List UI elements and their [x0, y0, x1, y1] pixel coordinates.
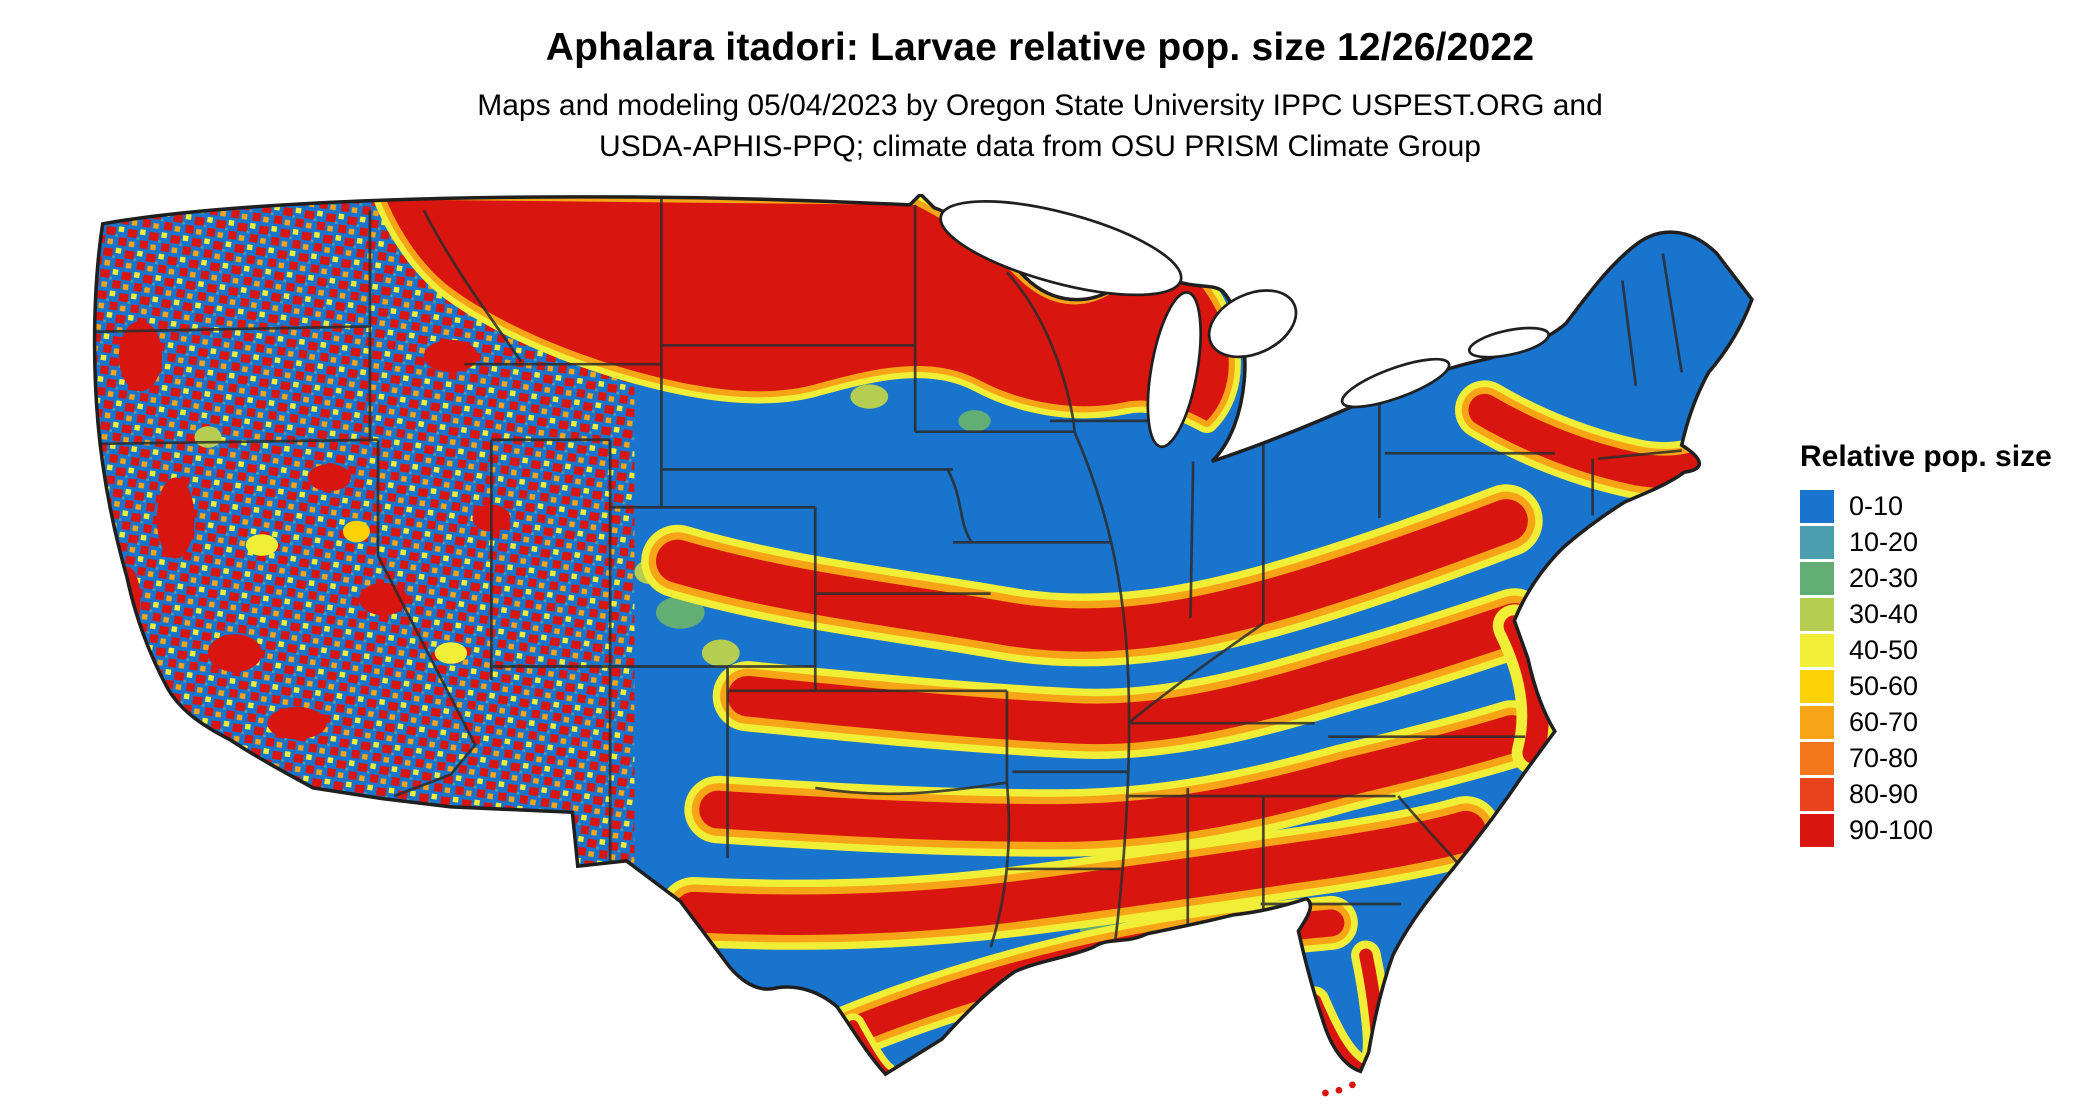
lake-huron — [1207, 289, 1298, 359]
legend-item: 50-60 — [1800, 670, 2090, 703]
legend-label: 80-90 — [1849, 779, 1919, 809]
lake-ontario — [1467, 326, 1551, 359]
legend-title: Relative pop. size — [1800, 440, 2052, 473]
state-borders — [94, 194, 1684, 948]
legend-item: 10-20 — [1800, 526, 2090, 559]
legend-swatch — [1800, 778, 1834, 811]
pop-band-oklahoma-carolinas — [684, 700, 1546, 857]
florida-keys — [1322, 1081, 1356, 1097]
pop-band-kansas-virginia — [712, 588, 1550, 759]
pop-band-texas-georgia — [658, 796, 1501, 950]
legend-label: 60-70 — [1849, 707, 1919, 737]
legend-label: 20-30 — [1849, 563, 1919, 593]
legend-item: 80-90 — [1800, 778, 2090, 811]
map-subtitle-line2: USDA-APHIS-PPQ; climate data from OSU PR… — [599, 129, 1481, 163]
lake-michigan — [1146, 291, 1202, 449]
map-subtitle-line1: Maps and modeling 05/04/2023 by Oregon S… — [477, 89, 1603, 122]
legend-item: 20-30 — [1800, 562, 2090, 595]
legend: Relative pop. size 0-10 10-20 20-30 30-4… — [1800, 440, 2090, 850]
legend-item: 60-70 — [1800, 706, 2090, 739]
legend-swatch — [1800, 670, 1834, 703]
legend-swatch — [1800, 490, 1834, 523]
legend-item: 0-10 — [1800, 490, 2090, 523]
legend-item: 90-100 — [1800, 814, 2090, 847]
legend-item: 70-80 — [1800, 742, 2090, 775]
legend-label: 10-20 — [1849, 527, 1919, 557]
legend-swatch — [1800, 706, 1834, 739]
legend-label: 0-10 — [1849, 491, 1904, 521]
map-area — [46, 194, 1760, 1112]
legend-item: 40-50 — [1800, 634, 2090, 667]
legend-swatch — [1800, 634, 1834, 667]
great-lakes — [939, 200, 1551, 449]
legend-label: 50-60 — [1849, 671, 1919, 701]
map-header: Aphalara itadori: Larvae relative pop. s… — [0, 0, 2080, 165]
legend-label: 90-100 — [1849, 815, 1934, 845]
legend-swatch — [1800, 526, 1834, 559]
legend-label: 70-80 — [1849, 743, 1919, 773]
legend-swatch — [1800, 598, 1834, 631]
legend-items: 0-10 10-20 20-30 30-40 40-50 50-60 60-70… — [1800, 490, 2090, 847]
north-red-mass — [373, 194, 1241, 434]
lake-superior — [939, 200, 1183, 297]
legend-item: 30-40 — [1800, 598, 2090, 631]
legend-label: 30-40 — [1849, 599, 1919, 629]
legend-swatch — [1800, 742, 1834, 775]
map-title: Aphalara itadori: Larvae relative pop. s… — [545, 26, 1535, 69]
legend-swatch — [1800, 562, 1834, 595]
west-patches — [113, 320, 511, 740]
legend-label: 40-50 — [1849, 635, 1919, 665]
lake-erie — [1340, 357, 1451, 409]
legend-swatch — [1800, 814, 1834, 847]
us-map — [92, 194, 1754, 1097]
